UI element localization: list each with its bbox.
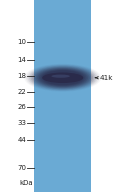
Ellipse shape xyxy=(39,69,86,86)
Ellipse shape xyxy=(37,69,87,87)
Text: 26: 26 xyxy=(17,103,26,110)
Ellipse shape xyxy=(29,66,95,90)
Ellipse shape xyxy=(42,73,82,83)
Ellipse shape xyxy=(35,68,89,88)
Text: 70: 70 xyxy=(17,165,26,171)
Ellipse shape xyxy=(40,70,84,86)
Text: 41kDa: 41kDa xyxy=(98,75,113,81)
Ellipse shape xyxy=(42,70,82,85)
Text: kDa: kDa xyxy=(19,180,33,186)
Ellipse shape xyxy=(34,67,91,88)
Text: 14: 14 xyxy=(17,56,26,63)
Text: 33: 33 xyxy=(17,120,26,126)
Bar xyxy=(34,0,90,192)
Text: 10: 10 xyxy=(17,39,26,45)
Text: 18: 18 xyxy=(17,73,26,79)
Ellipse shape xyxy=(51,75,69,78)
Ellipse shape xyxy=(27,65,97,90)
Ellipse shape xyxy=(26,65,99,91)
Text: 44: 44 xyxy=(17,137,26,143)
Ellipse shape xyxy=(30,66,94,89)
Ellipse shape xyxy=(32,67,92,89)
Text: 22: 22 xyxy=(17,89,26,95)
